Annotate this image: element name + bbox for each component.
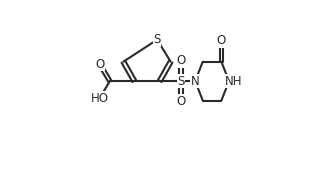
Text: S: S <box>154 33 161 46</box>
Text: O: O <box>176 54 185 67</box>
Text: N: N <box>191 75 200 88</box>
Text: O: O <box>176 95 185 108</box>
Text: NH: NH <box>224 75 242 88</box>
Text: O: O <box>217 34 226 47</box>
Text: HO: HO <box>91 92 109 104</box>
Text: O: O <box>95 58 104 71</box>
Text: S: S <box>177 75 185 88</box>
